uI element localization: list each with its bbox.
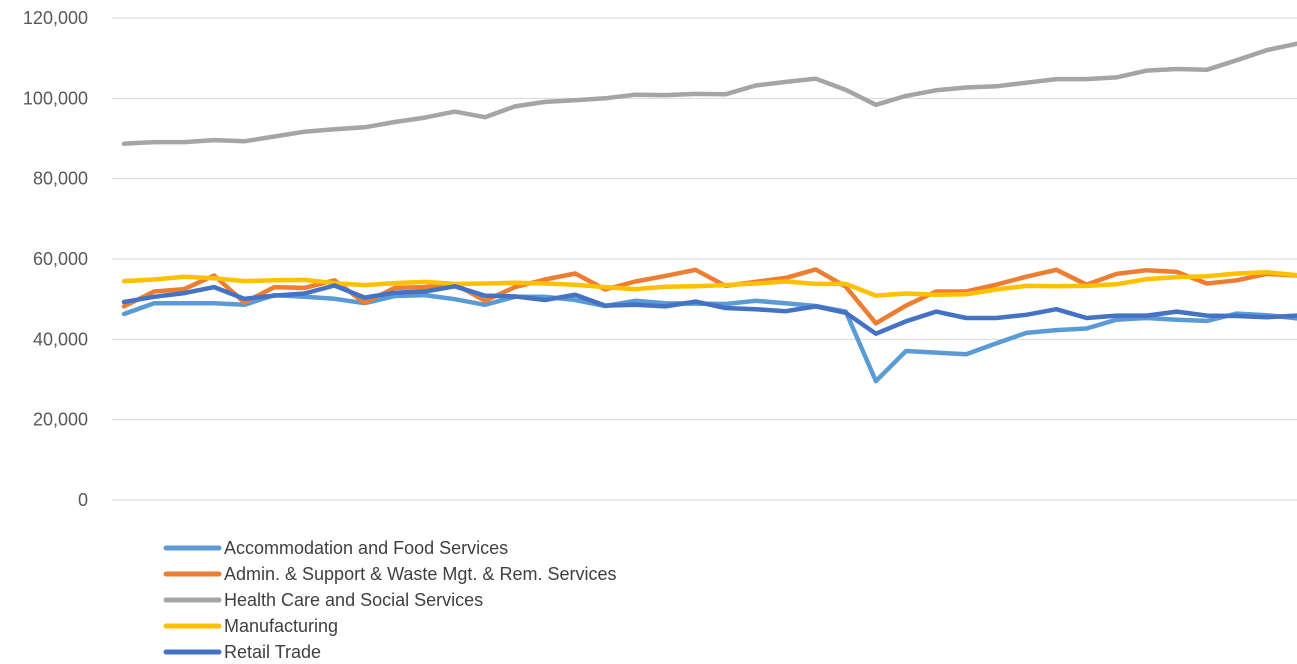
legend-item: Health Care and Social Services xyxy=(163,590,483,610)
series-line-2 xyxy=(121,41,1297,146)
series-line-1 xyxy=(121,267,1297,326)
y-tick-label: 0 xyxy=(78,490,88,510)
legend-label: Admin. & Support & Waste Mgt. & Rem. Ser… xyxy=(224,564,616,584)
y-tick-label: 120,000 xyxy=(23,8,88,28)
gridlines xyxy=(112,17,1297,501)
series-line-4 xyxy=(121,283,1297,336)
series-line-0 xyxy=(121,292,1297,384)
legend-label: Accommodation and Food Services xyxy=(224,538,508,558)
series-line-3 xyxy=(121,270,1297,298)
legend-item: Admin. & Support & Waste Mgt. & Rem. Ser… xyxy=(163,564,616,584)
y-tick-label: 20,000 xyxy=(33,410,88,430)
legend-label: Retail Trade xyxy=(224,642,321,662)
legend: Accommodation and Food Services Admin. & … xyxy=(163,538,616,662)
legend-item: Retail Trade xyxy=(163,642,321,662)
y-tick-label: 80,000 xyxy=(33,169,88,189)
legend-label: Manufacturing xyxy=(224,616,338,636)
series-lines xyxy=(121,41,1297,384)
legend-label: Health Care and Social Services xyxy=(224,590,483,610)
legend-item: Manufacturing xyxy=(163,616,338,636)
y-axis-tick-labels: 0 20,000 40,000 60,000 80,000 100,000 120,000 xyxy=(23,8,88,510)
y-tick-label: 40,000 xyxy=(33,329,88,349)
legend-item: Accommodation and Food Services xyxy=(163,538,508,558)
y-tick-label: 60,000 xyxy=(33,249,88,269)
y-tick-label: 100,000 xyxy=(23,88,88,108)
